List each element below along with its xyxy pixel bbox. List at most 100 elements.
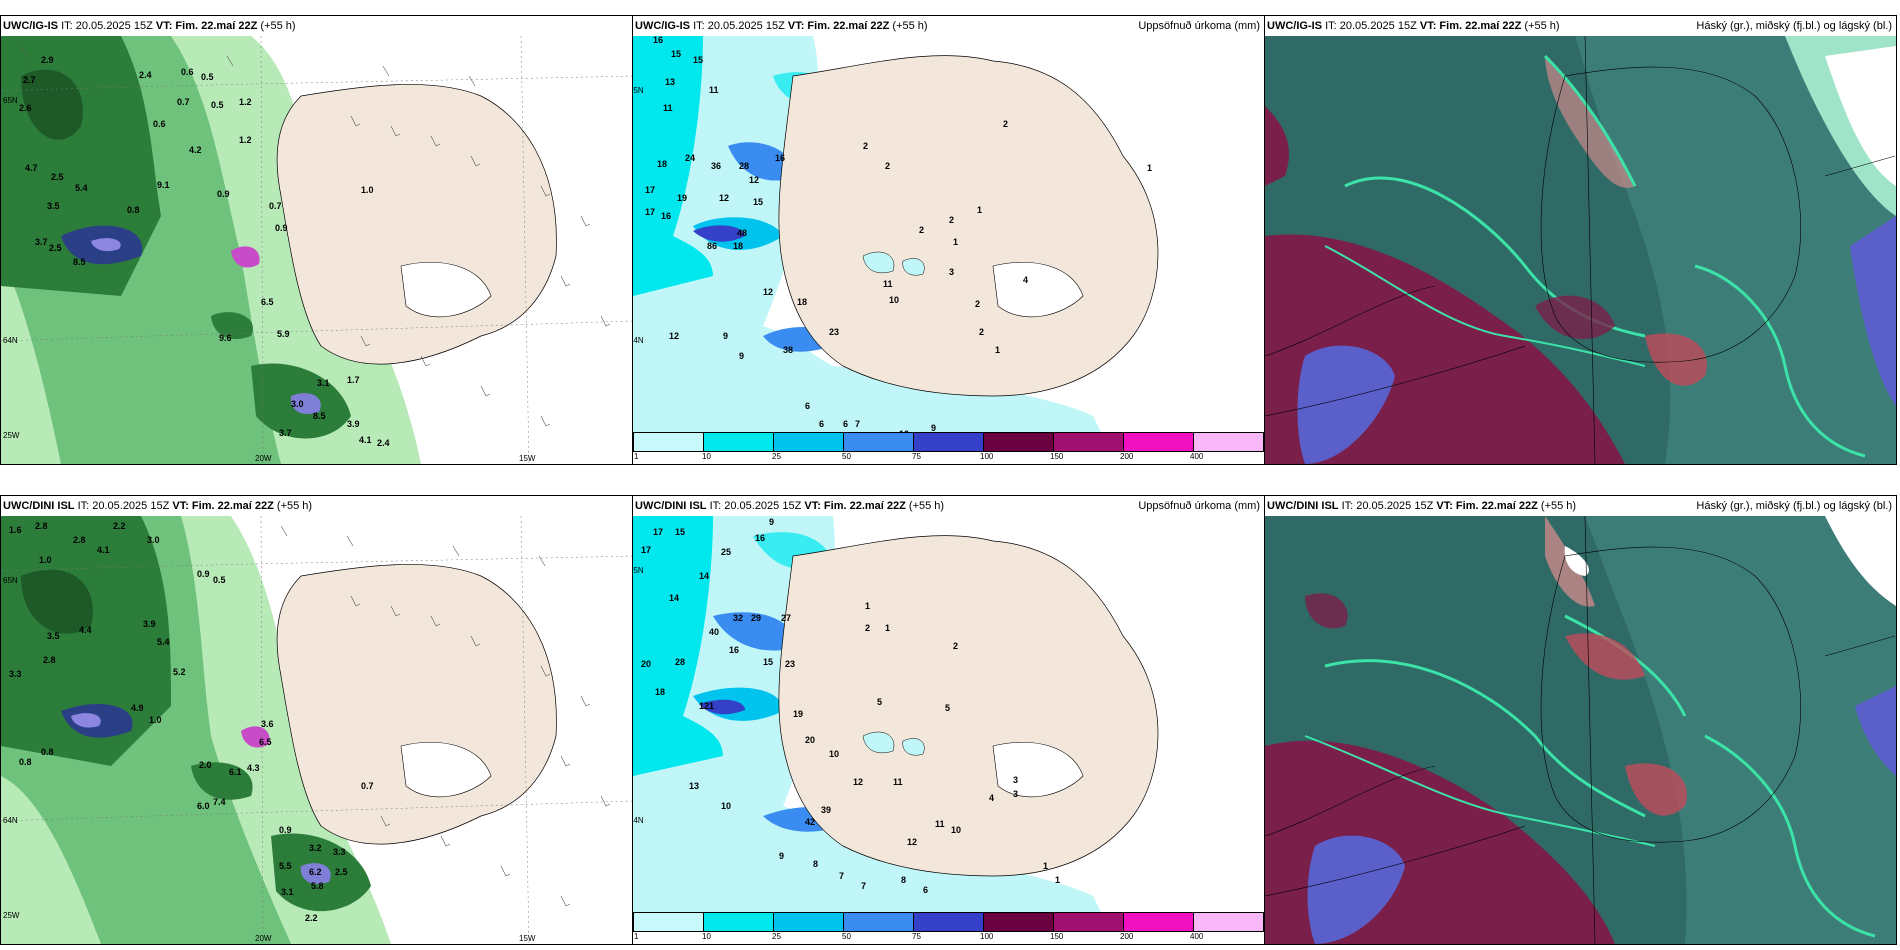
model-label: UWC/DINI ISL bbox=[1267, 500, 1339, 512]
wind-value-label: 9.6 bbox=[219, 333, 232, 343]
issue-time: IT: 20.05.2025 15Z bbox=[1341, 500, 1434, 512]
precip-value-label: 7 bbox=[839, 871, 845, 881]
precip-value-label: 7 bbox=[861, 881, 867, 891]
precip-value-label: 15 bbox=[675, 527, 686, 537]
lead-time: (+55 h) bbox=[1524, 20, 1560, 32]
legend-swatch bbox=[984, 913, 1054, 931]
wind-value-label: 3.5 bbox=[47, 201, 60, 211]
precip-value-label: 1 bbox=[953, 237, 959, 247]
wind-value-label: 3.2 bbox=[309, 843, 322, 853]
lead-time: (+55 h) bbox=[276, 500, 313, 512]
wind-value-label: 3.0 bbox=[291, 399, 304, 409]
model-label: UWC/DINI ISL bbox=[635, 500, 707, 512]
legend-swatch bbox=[984, 433, 1054, 451]
precip-value-label: 3 bbox=[1013, 789, 1019, 799]
precip-value-label: 17 bbox=[645, 185, 656, 195]
wind-value-label: 3.1 bbox=[317, 378, 330, 388]
precip-map bbox=[633, 516, 1264, 944]
wind-value-label: 1.6 bbox=[9, 525, 22, 535]
legend-swatch bbox=[634, 913, 704, 931]
legend-tick: 1 bbox=[634, 452, 639, 461]
precip-value-label: 15 bbox=[763, 657, 774, 667]
precip-value-label: 1 bbox=[865, 601, 871, 611]
wind-value-label: 2.2 bbox=[305, 913, 318, 923]
precip-value-label: 9 bbox=[779, 851, 785, 861]
precip-value-label: 10 bbox=[889, 295, 900, 305]
wind-value-label: 0.8 bbox=[19, 757, 32, 767]
legend-tick: 100 bbox=[980, 932, 994, 941]
precip-value-label: 6 bbox=[819, 419, 825, 429]
precip-value-label: 18 bbox=[733, 241, 744, 251]
precip-value-label: 1 bbox=[1055, 875, 1061, 885]
legend-tick: 400 bbox=[1190, 932, 1204, 941]
precip-value-label: 13 bbox=[689, 781, 700, 791]
cloud-panel-row1: UWC/IG-IS IT: 20.05.2025 15Z VT: Fim. 22… bbox=[1264, 15, 1897, 465]
wind-value-label: 2.5 bbox=[51, 172, 64, 182]
lon-label: 20W bbox=[255, 454, 272, 463]
wind-value-label: 0.6 bbox=[153, 119, 166, 129]
precip-value-label: 1 bbox=[995, 345, 1001, 355]
legend-tick: 25 bbox=[772, 932, 781, 941]
precip-value-label: 13 bbox=[665, 77, 676, 87]
wind-value-label: 3.9 bbox=[347, 419, 360, 429]
precip-value-label: 1 bbox=[1043, 861, 1049, 871]
precip-value-label: 2 bbox=[949, 215, 955, 225]
wind-value-label: 5.9 bbox=[277, 329, 290, 339]
wind-value-label: 8.5 bbox=[73, 257, 86, 267]
legend-swatch bbox=[844, 433, 914, 451]
wind-value-label: 7.4 bbox=[213, 797, 226, 807]
model-label: UWC/IG-IS bbox=[1267, 20, 1322, 32]
wind-value-label: 8.5 bbox=[313, 411, 326, 421]
precip-value-label: 17 bbox=[641, 545, 652, 555]
precip-value-label: 19 bbox=[793, 709, 804, 719]
precip-value-label: 16 bbox=[653, 35, 664, 45]
wind-value-label: 4.1 bbox=[359, 435, 372, 445]
precip-value-label: 6 bbox=[843, 419, 849, 429]
lat-label: 25W bbox=[3, 911, 20, 920]
lon-label: 20W bbox=[255, 934, 272, 943]
legend-swatch bbox=[704, 433, 774, 451]
wind-value-label: 0.8 bbox=[127, 205, 140, 215]
wind-value-label: 0.9 bbox=[217, 189, 230, 199]
legend-tick: 150 bbox=[1050, 932, 1064, 941]
panel-title: Háský (gr.), miðský (fj.bl.) og lágský (… bbox=[1696, 500, 1892, 512]
legend-swatch bbox=[1124, 433, 1194, 451]
precip-value-label: 9 bbox=[723, 331, 729, 341]
wind-value-label: 2.4 bbox=[139, 70, 152, 80]
wind-value-label: 2.5 bbox=[49, 243, 62, 253]
precip-value-label: 17 bbox=[645, 207, 656, 217]
precip-value-label: 11 bbox=[893, 777, 903, 787]
precip-value-label: 15 bbox=[693, 55, 704, 65]
precip-value-label: 3 bbox=[949, 267, 955, 277]
legend-swatch bbox=[914, 433, 984, 451]
precip-value-label: 9 bbox=[931, 423, 937, 433]
wind-value-label: 2.5 bbox=[335, 867, 348, 877]
precip-value-label: 6 bbox=[923, 885, 929, 895]
legend-swatch bbox=[1124, 913, 1194, 931]
lat-label: 64N bbox=[633, 816, 644, 825]
legend-tick: 50 bbox=[842, 932, 851, 941]
precip-value-label: 23 bbox=[785, 659, 796, 669]
wind-value-label: 1.7 bbox=[347, 375, 360, 385]
wind-value-label: 1.0 bbox=[39, 555, 52, 565]
precip-value-label: 2 bbox=[953, 641, 959, 651]
legend-tick: 75 bbox=[912, 452, 921, 461]
legend-swatch bbox=[1194, 433, 1263, 451]
wind-value-label: 6.2 bbox=[309, 867, 322, 877]
legend-tick: 200 bbox=[1120, 452, 1134, 461]
wind-value-label: 0.6 bbox=[181, 67, 194, 77]
lon-label: 15W bbox=[519, 454, 536, 463]
precip-value-label: 121 bbox=[699, 701, 715, 711]
wind-value-label: 2.8 bbox=[73, 535, 86, 545]
precip-value-label: 12 bbox=[907, 837, 918, 847]
precip-value-label: 24 bbox=[685, 153, 696, 163]
precip-value-label: 86 bbox=[707, 241, 718, 251]
wind-value-label: 2.6 bbox=[19, 103, 32, 113]
panel-title: Háský (gr.), miðský (fj.bl.) og lágský (… bbox=[1696, 20, 1892, 32]
wind-value-label: 4.1 bbox=[97, 545, 110, 555]
precip-value-label: 2 bbox=[919, 225, 925, 235]
precip-value-label: 11 bbox=[935, 819, 945, 829]
precip-value-label: 1 bbox=[885, 623, 891, 633]
cloud-map bbox=[1265, 516, 1896, 944]
wind-value-label: 4.3 bbox=[247, 763, 260, 773]
